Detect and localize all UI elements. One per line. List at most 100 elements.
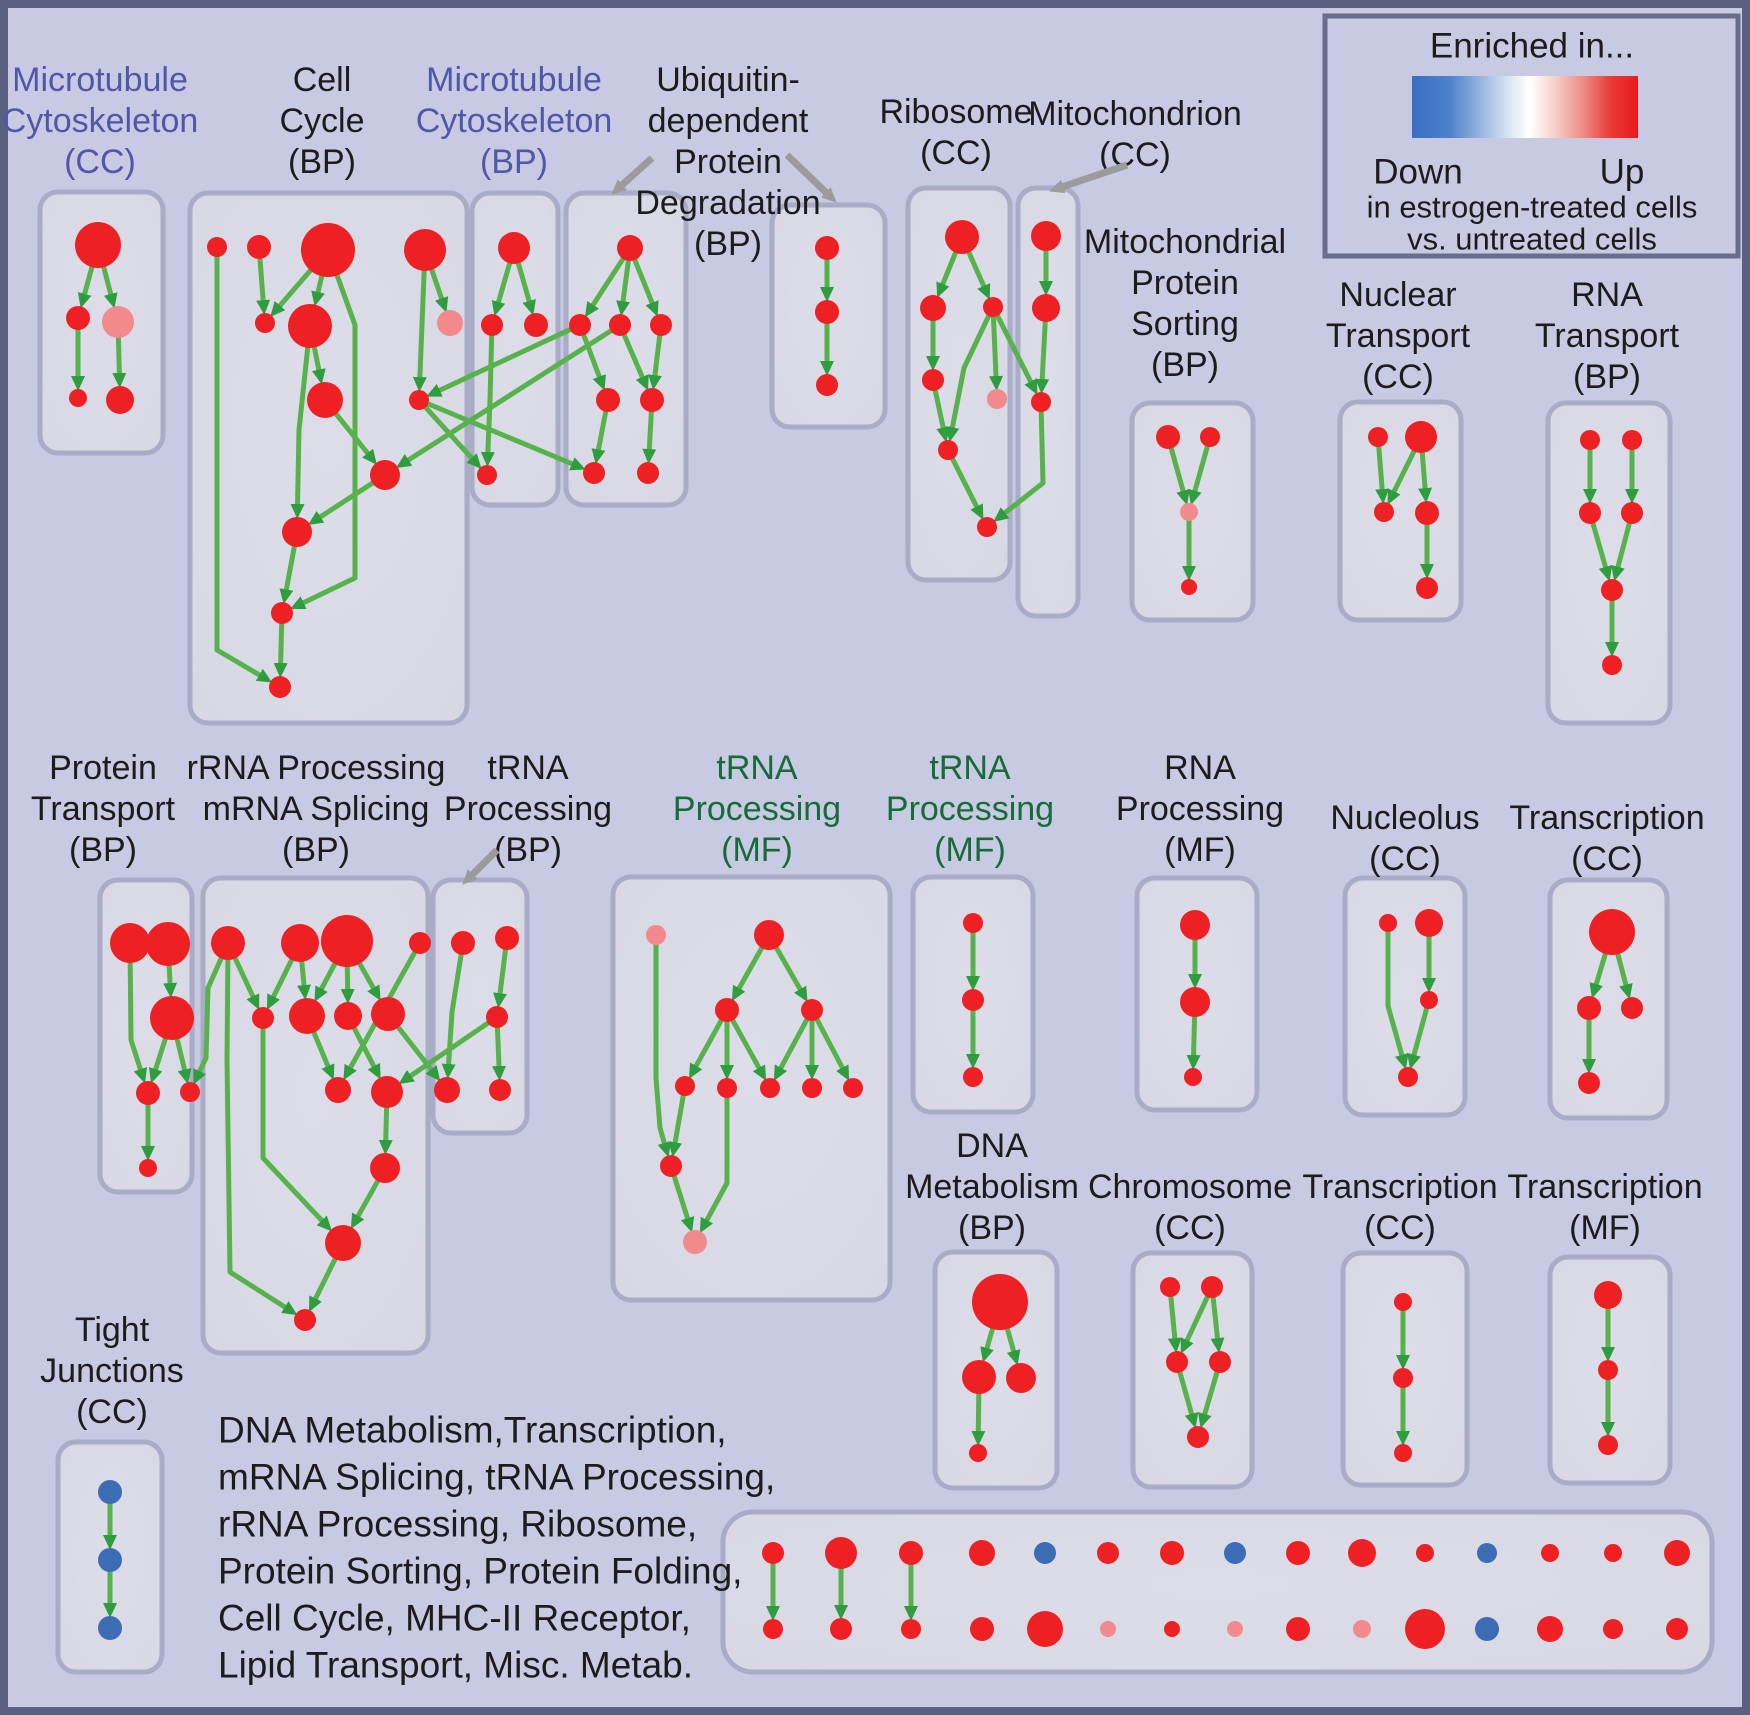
edge-arrow bbox=[1035, 320, 1050, 394]
edge-arrow bbox=[731, 945, 765, 1002]
cluster-label-rrna: mRNA Splicing bbox=[203, 790, 430, 828]
cluster-label-mc-cc: (CC) bbox=[64, 143, 136, 181]
edge-arrow bbox=[1590, 521, 1613, 582]
gene-node bbox=[1156, 425, 1180, 449]
edge-arrow bbox=[994, 313, 1038, 395]
edge-arrow bbox=[642, 410, 657, 464]
gene-node bbox=[1475, 1617, 1499, 1641]
edge-arrow bbox=[429, 268, 449, 313]
edge-arrow bbox=[290, 273, 358, 610]
gene-node bbox=[617, 235, 643, 261]
gene-node bbox=[825, 1537, 857, 1569]
gene-node bbox=[901, 1619, 921, 1639]
cluster-label-mc-bp: Microtubule bbox=[426, 61, 602, 99]
gene-node bbox=[409, 390, 429, 410]
gene-node bbox=[1664, 1540, 1690, 1566]
gene-node bbox=[938, 440, 958, 460]
edge-arrow bbox=[1210, 1296, 1225, 1354]
cluster-label-cell-cycle: Cell bbox=[293, 61, 352, 99]
cluster-box-bottom-misc bbox=[720, 1509, 1715, 1675]
cluster-label-transcription-cc2: (CC) bbox=[1364, 1209, 1436, 1247]
cluster-label-trna-bp: Processing bbox=[444, 790, 612, 828]
gene-node bbox=[754, 920, 784, 950]
cluster-box-tcc1 bbox=[1547, 877, 1670, 1121]
gene-node bbox=[307, 382, 343, 418]
gene-node bbox=[150, 996, 194, 1040]
gene-node bbox=[1602, 655, 1622, 675]
gene-node bbox=[481, 314, 503, 336]
labels-layer: MicrotubuleCytoskeleton(CC)CellCycle(BP)… bbox=[2, 13, 1741, 1686]
cluster-box-nt bbox=[1337, 399, 1464, 623]
gene-node bbox=[969, 1540, 995, 1566]
edge-arrow bbox=[1407, 1007, 1430, 1070]
edge-arrow bbox=[591, 410, 609, 465]
gene-node bbox=[98, 1480, 122, 1504]
bottom-misc-categories-text: DNA Metabolism,Transcription, bbox=[218, 1410, 727, 1451]
gene-node bbox=[1180, 910, 1210, 940]
cluster-label-trna-mf1: tRNA bbox=[716, 749, 798, 787]
gene-node bbox=[920, 295, 946, 321]
gene-node bbox=[760, 1078, 780, 1098]
cluster-label-mito-sorting: Sorting bbox=[1131, 305, 1239, 343]
gene-node bbox=[962, 989, 984, 1011]
gene-node bbox=[1164, 1621, 1180, 1637]
cluster-label-rrna: rRNA Processing bbox=[187, 749, 446, 787]
gene-node bbox=[1034, 1542, 1056, 1564]
cluster-label-trna-bp: (BP) bbox=[494, 831, 562, 869]
cluster-box-rt bbox=[1545, 400, 1673, 726]
gene-node bbox=[281, 924, 319, 962]
cluster-label-transcription-mf: Transcription bbox=[1507, 1168, 1702, 1206]
gene-node bbox=[1100, 1621, 1116, 1637]
edge-arrow bbox=[77, 265, 95, 309]
edges-layer bbox=[71, 250, 1639, 1621]
edge-arrow bbox=[270, 268, 313, 317]
edge-arrow bbox=[773, 945, 808, 1003]
gene-node bbox=[1603, 1619, 1623, 1639]
gene-node bbox=[1031, 221, 1061, 251]
edge-arrow bbox=[668, 1094, 686, 1158]
gene-node bbox=[1374, 502, 1394, 522]
gene-node bbox=[899, 1541, 923, 1565]
gene-node bbox=[180, 1082, 200, 1102]
edge-arrow bbox=[378, 1106, 393, 1155]
gene-node bbox=[1379, 914, 1397, 932]
gene-node bbox=[139, 1159, 157, 1177]
gene-node bbox=[1420, 991, 1438, 1009]
cluster-label-rna-proc-mf: (MF) bbox=[1164, 831, 1236, 869]
label-pointer-arrow-to-ubiquitin-box-2 bbox=[784, 152, 837, 203]
gene-node bbox=[106, 386, 134, 414]
edge-arrow bbox=[814, 1017, 850, 1081]
edge-arrow bbox=[932, 389, 951, 443]
cluster-label-ubiquitin: Degradation bbox=[635, 184, 820, 222]
gene-node bbox=[1621, 997, 1643, 1019]
cluster-label-chromosome: Chromosome bbox=[1088, 1168, 1292, 1206]
gene-node bbox=[815, 300, 839, 324]
gene-node bbox=[1286, 1617, 1310, 1641]
edge-arrow bbox=[493, 948, 509, 1009]
edge-arrow bbox=[279, 545, 297, 605]
legend-title: Enriched in... bbox=[1430, 27, 1634, 66]
gene-node bbox=[583, 462, 605, 484]
gene-node bbox=[1227, 1621, 1243, 1637]
cluster-label-trna-mf2: (MF) bbox=[934, 831, 1006, 869]
cluster-label-tight-junctions: (CC) bbox=[76, 1393, 148, 1431]
edge-arrow bbox=[1375, 445, 1390, 505]
gene-node bbox=[489, 1079, 511, 1101]
gene-node bbox=[569, 314, 591, 336]
cluster-box-chr bbox=[1130, 1250, 1255, 1490]
gene-node bbox=[75, 222, 121, 268]
edge-arrow bbox=[395, 1025, 441, 1082]
gene-node bbox=[269, 676, 291, 698]
cluster-label-nucleolus: (CC) bbox=[1369, 840, 1441, 878]
gene-node bbox=[498, 232, 530, 264]
legend-subtitle-1: in estrogen-treated cells bbox=[1367, 190, 1698, 225]
edge-arrow bbox=[311, 346, 326, 385]
edge-arrow bbox=[163, 964, 178, 998]
edge-arrow bbox=[148, 1037, 168, 1084]
gene-node bbox=[675, 1076, 695, 1096]
edge-arrow bbox=[311, 274, 325, 307]
gene-node bbox=[325, 1225, 361, 1261]
gene-node bbox=[1201, 1276, 1223, 1298]
gene-node bbox=[1537, 1616, 1563, 1642]
